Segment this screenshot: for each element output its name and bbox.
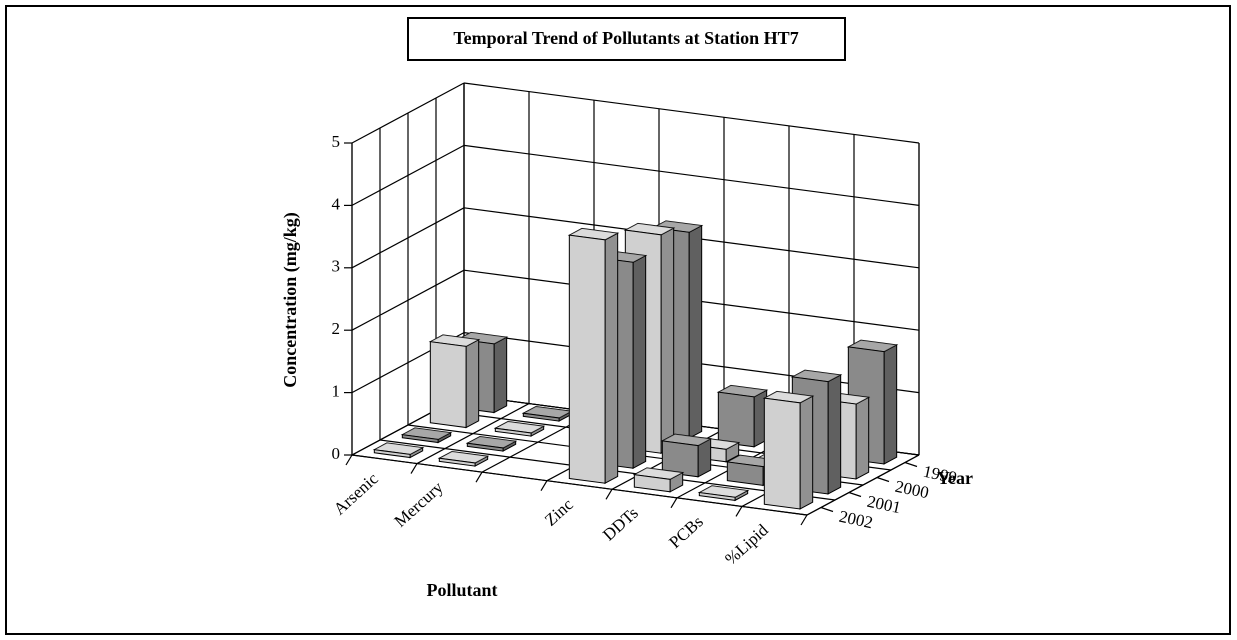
bar-side-shade: [698, 438, 711, 477]
bar-top-shade: [653, 220, 702, 233]
bar-front: [698, 491, 736, 501]
bar-top-shade: [848, 340, 897, 352]
bar-front: [726, 461, 764, 486]
bar-top-shade: [467, 436, 516, 448]
bar: [716, 384, 769, 448]
x-tick: [670, 497, 678, 509]
bar-top-shade: [764, 391, 813, 403]
bar-side-shade: [754, 390, 767, 447]
grid-line: [463, 82, 920, 144]
y-tick-label: 3: [332, 257, 341, 276]
bar: [400, 427, 453, 444]
bar-side-shade: [884, 344, 897, 464]
bar-side-shade: [828, 374, 841, 494]
bar-side-shade: [466, 339, 479, 428]
bar-front: [429, 341, 467, 429]
depth-tick: [820, 506, 834, 513]
bar-side-shade: [494, 337, 507, 413]
bar-side-shade: [410, 447, 423, 458]
y-tick-label: 2: [332, 319, 341, 338]
depth-axis-title: Year: [937, 468, 973, 488]
bar-top-shade: [402, 427, 451, 440]
x-tick: [475, 471, 483, 483]
bar-top-shade: [430, 334, 479, 347]
bar-top-shade: [523, 406, 572, 418]
bar-top-shade: [727, 455, 776, 467]
bar-side-shade: [856, 397, 869, 479]
bar: [660, 433, 713, 478]
bar-side-shade: [559, 411, 572, 422]
grid-line: [351, 144, 465, 206]
y-tick-label: 1: [332, 382, 341, 401]
grid-line: [463, 144, 920, 206]
bar-side-shade: [438, 432, 451, 443]
depth-tick: [876, 476, 890, 483]
bar-front: [522, 412, 560, 422]
chart-title: Temporal Trend of Pollutants at Station …: [453, 28, 798, 48]
depth-tick: [904, 461, 918, 468]
bar-side-shade: [726, 442, 739, 462]
bar: [465, 435, 518, 452]
bar-front: [633, 474, 671, 493]
bar-side-shade: [661, 228, 674, 454]
bar-top-shade: [634, 467, 683, 480]
floor-grid-line: [351, 454, 808, 516]
bar: [372, 442, 425, 459]
y-tick-label: 4: [332, 194, 341, 213]
bar-side-shade: [689, 225, 702, 439]
x-axis-title: Pollutant: [426, 580, 497, 600]
bar: [493, 420, 546, 437]
bar-front: [568, 234, 606, 484]
x-tick: [345, 454, 353, 466]
bar-top-shade: [374, 442, 423, 455]
y-axis-title: Concentration (mg/kg): [280, 212, 301, 387]
bar-side-shade: [531, 426, 544, 437]
grid-line: [351, 82, 465, 144]
x-tick: [605, 488, 613, 500]
bar-front: [661, 440, 699, 478]
bar-top-shade: [495, 421, 544, 433]
bar-top-shade: [439, 451, 488, 463]
y-tick-label: 0: [332, 444, 341, 463]
bar: [632, 467, 685, 493]
bar-side-shade: [670, 472, 683, 492]
title-box: [407, 17, 846, 61]
bar-side-shade: [735, 490, 748, 501]
x-tick: [800, 514, 808, 526]
bar-side-shade: [605, 233, 618, 484]
bar: [762, 390, 815, 510]
bar-front: [494, 427, 532, 437]
bar-front: [466, 442, 504, 452]
bar-top-shade: [662, 434, 711, 446]
bar: [428, 334, 481, 429]
bar-side-shade: [633, 255, 646, 469]
bar: [697, 485, 750, 502]
bar-top-shade: [792, 370, 841, 382]
bar-front: [401, 434, 439, 444]
bar-front: [438, 457, 476, 467]
bar-side-shade: [800, 396, 813, 509]
x-tick: [735, 506, 743, 517]
bar: [437, 450, 490, 467]
bar-front: [373, 449, 411, 459]
bar-top-shade: [569, 228, 618, 240]
bar-side-shade: [503, 441, 516, 452]
depth-tick: [848, 491, 862, 498]
grid-line: [351, 207, 465, 269]
bar-front: [717, 391, 755, 448]
bar-top-shade: [718, 385, 767, 397]
bar-side-shade: [475, 456, 488, 467]
x-tick: [410, 463, 418, 474]
bar: [521, 405, 574, 422]
grid-line: [351, 269, 465, 331]
bar-top-shade: [625, 223, 674, 235]
bar-front: [763, 397, 801, 510]
bar-top-shade: [458, 332, 507, 344]
y-tick-label: 5: [332, 132, 341, 151]
x-tick: [540, 480, 548, 492]
bar-top-shade: [699, 485, 748, 498]
bar: [567, 227, 620, 485]
